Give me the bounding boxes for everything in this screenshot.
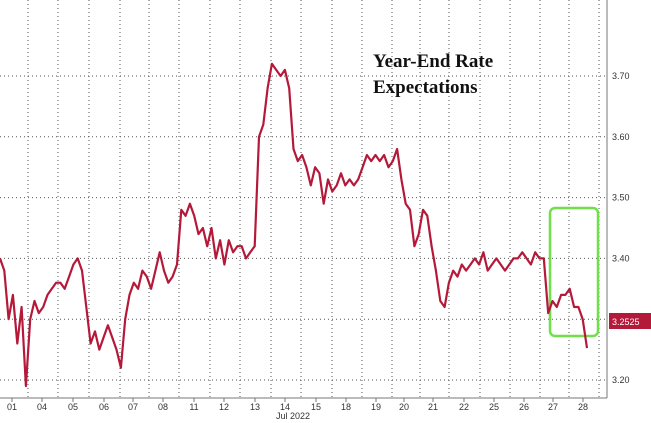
- x-tick-label: 01: [7, 402, 17, 412]
- x-tick-label: 15: [311, 402, 321, 412]
- x-tick-label: 08: [158, 402, 168, 412]
- chart-title-line-1: Year-End Rate: [373, 51, 493, 72]
- x-tick-label: 28: [578, 402, 588, 412]
- x-tick-label: 26: [519, 402, 529, 412]
- x-tick-label: 11: [189, 402, 198, 412]
- x-tick-label: 20: [399, 402, 409, 412]
- last-value-label: 3.2525: [612, 317, 640, 327]
- x-tick-label: 13: [250, 402, 260, 412]
- x-tick-label: 19: [371, 402, 381, 412]
- grid: [0, 0, 605, 398]
- y-tick-label: 3.60: [612, 132, 630, 142]
- x-month-label: Jul 2022: [276, 411, 310, 421]
- x-tick-label: 05: [68, 402, 78, 412]
- x-tick-label: 04: [37, 402, 47, 412]
- x-tick-label: 22: [459, 402, 469, 412]
- x-tick-label: 06: [99, 402, 109, 412]
- x-tick-label: 18: [341, 402, 351, 412]
- x-tick-label: 14: [280, 402, 290, 412]
- x-tick-label: 21: [428, 402, 438, 412]
- x-tick-label: 12: [219, 402, 229, 412]
- x-tick-label: 25: [489, 402, 499, 412]
- y-tick-labels: 3.703.603.503.403.303.20: [612, 71, 630, 385]
- highlight-box: [548, 206, 600, 338]
- x-tick-labels: 01 04 05 06 07 08 11 12 13 14 15 18 19 20 21 22 25 26 27 28: [7, 398, 588, 412]
- chart-title-line-2: Expectations: [373, 77, 478, 98]
- axes: [0, 0, 608, 399]
- last-value-box: [609, 313, 651, 329]
- series-line: [0, 62, 589, 388]
- y-tick-label: 3.70: [612, 71, 630, 81]
- y-tick-label: 3.40: [612, 253, 630, 263]
- series-group: [0, 62, 589, 388]
- x-tick-label: 27: [548, 402, 558, 412]
- highlight-rect: [548, 206, 600, 338]
- chart-title: Year-End Rate Expectations: [373, 51, 493, 98]
- y-tick-label: 3.20: [612, 375, 630, 385]
- last-value-badge: 3.2525: [609, 313, 651, 329]
- y-tick-label: 3.50: [612, 193, 630, 203]
- x-tick-label: 07: [128, 402, 138, 412]
